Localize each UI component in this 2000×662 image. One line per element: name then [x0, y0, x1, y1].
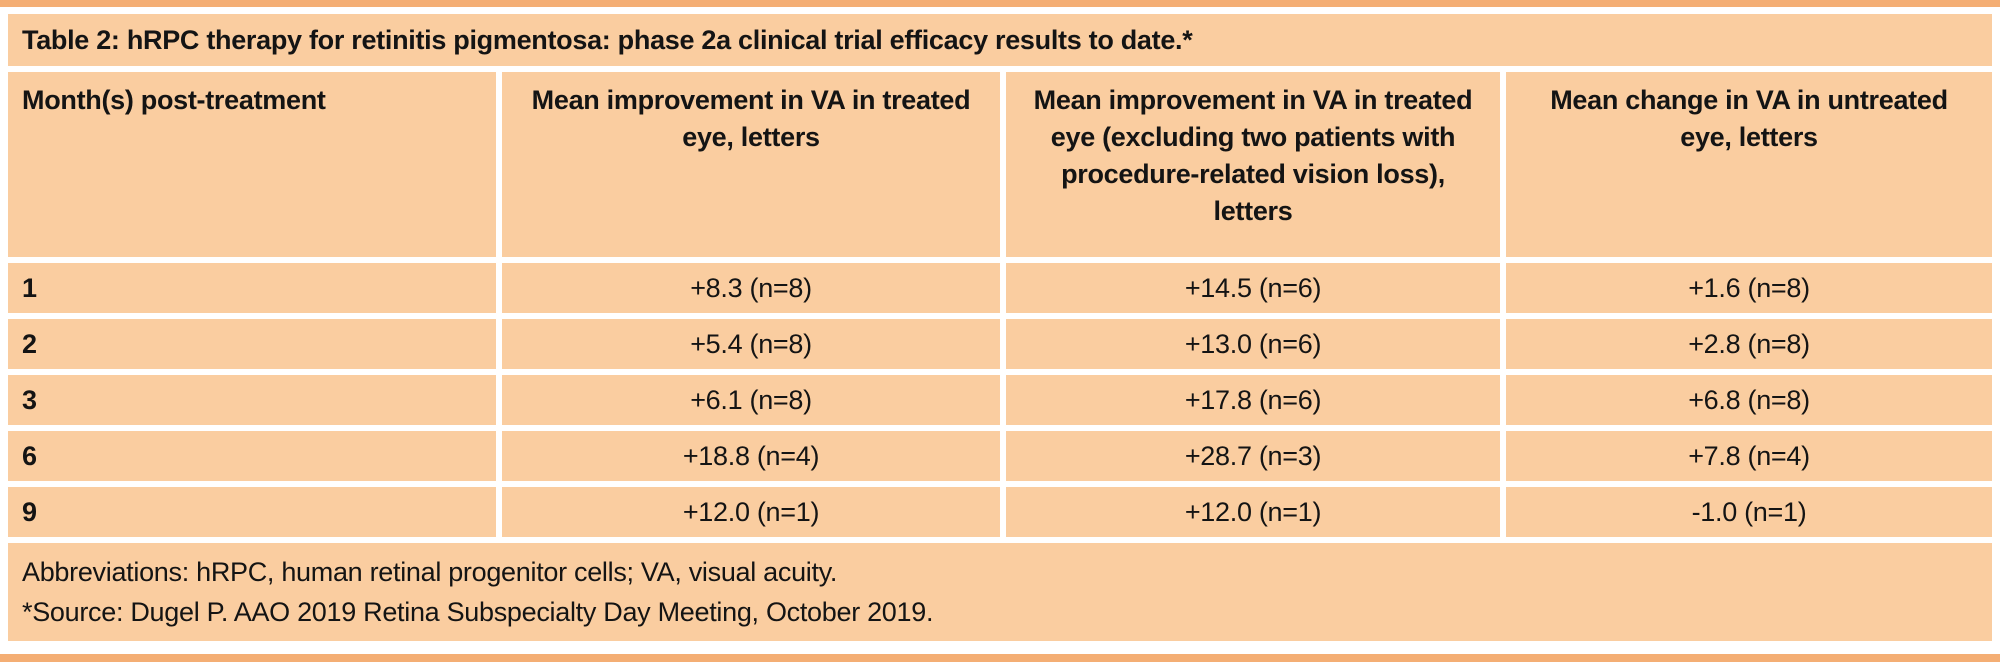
table-row: 3 +6.1 (n=8) +17.8 (n=6) +6.8 (n=8)	[8, 375, 1992, 425]
untreated-eye-cell: +2.8 (n=8)	[1506, 319, 1992, 369]
month-cell: 2	[8, 319, 496, 369]
col-header-untreated-eye: Mean change in VA in untreated eye, lett…	[1506, 72, 1992, 257]
bottom-accent-bar	[0, 654, 2000, 662]
month-cell: 3	[8, 375, 496, 425]
untreated-eye-cell: +6.8 (n=8)	[1506, 375, 1992, 425]
table-header-row: Month(s) post-treatment Mean improvement…	[8, 72, 1992, 257]
month-cell: 1	[8, 263, 496, 313]
table-row: 1 +8.3 (n=8) +14.5 (n=6) +1.6 (n=8)	[8, 263, 1992, 313]
efficacy-table: Table 2: hRPC therapy for retinitis pigm…	[8, 14, 1992, 641]
col-header-treated-eye: Mean improvement in VA in treated eye, l…	[502, 72, 1000, 257]
table-footer: Abbreviations: hRPC, human retinal proge…	[8, 543, 1992, 641]
month-cell: 6	[8, 431, 496, 481]
table-title: Table 2: hRPC therapy for retinitis pigm…	[8, 14, 1992, 66]
table-row: 6 +18.8 (n=4) +28.7 (n=3) +7.8 (n=4)	[8, 431, 1992, 481]
treated-eye-excluding-cell: +13.0 (n=6)	[1006, 319, 1500, 369]
table-row: 9 +12.0 (n=1) +12.0 (n=1) -1.0 (n=1)	[8, 487, 1992, 537]
treated-eye-cell: +6.1 (n=8)	[502, 375, 1000, 425]
table-row: 2 +5.4 (n=8) +13.0 (n=6) +2.8 (n=8)	[8, 319, 1992, 369]
treated-eye-excluding-cell: +14.5 (n=6)	[1006, 263, 1500, 313]
treated-eye-cell: +18.8 (n=4)	[502, 431, 1000, 481]
untreated-eye-cell: +7.8 (n=4)	[1506, 431, 1992, 481]
treated-eye-excluding-cell: +12.0 (n=1)	[1006, 487, 1500, 537]
treated-eye-cell: +12.0 (n=1)	[502, 487, 1000, 537]
treated-eye-cell: +5.4 (n=8)	[502, 319, 1000, 369]
col-header-treated-eye-excluding: Mean improvement in VA in treated eye (e…	[1006, 72, 1500, 257]
month-cell: 9	[8, 487, 496, 537]
col-header-months: Month(s) post-treatment	[8, 72, 496, 257]
treated-eye-excluding-cell: +28.7 (n=3)	[1006, 431, 1500, 481]
treated-eye-cell: +8.3 (n=8)	[502, 263, 1000, 313]
untreated-eye-cell: +1.6 (n=8)	[1506, 263, 1992, 313]
treated-eye-excluding-cell: +17.8 (n=6)	[1006, 375, 1500, 425]
untreated-eye-cell: -1.0 (n=1)	[1506, 487, 1992, 537]
source-note: *Source: Dugel P. AAO 2019 Retina Subspe…	[22, 597, 934, 627]
abbreviations-note: Abbreviations: hRPC, human retinal proge…	[22, 557, 838, 587]
top-accent-bar	[0, 0, 2000, 7]
